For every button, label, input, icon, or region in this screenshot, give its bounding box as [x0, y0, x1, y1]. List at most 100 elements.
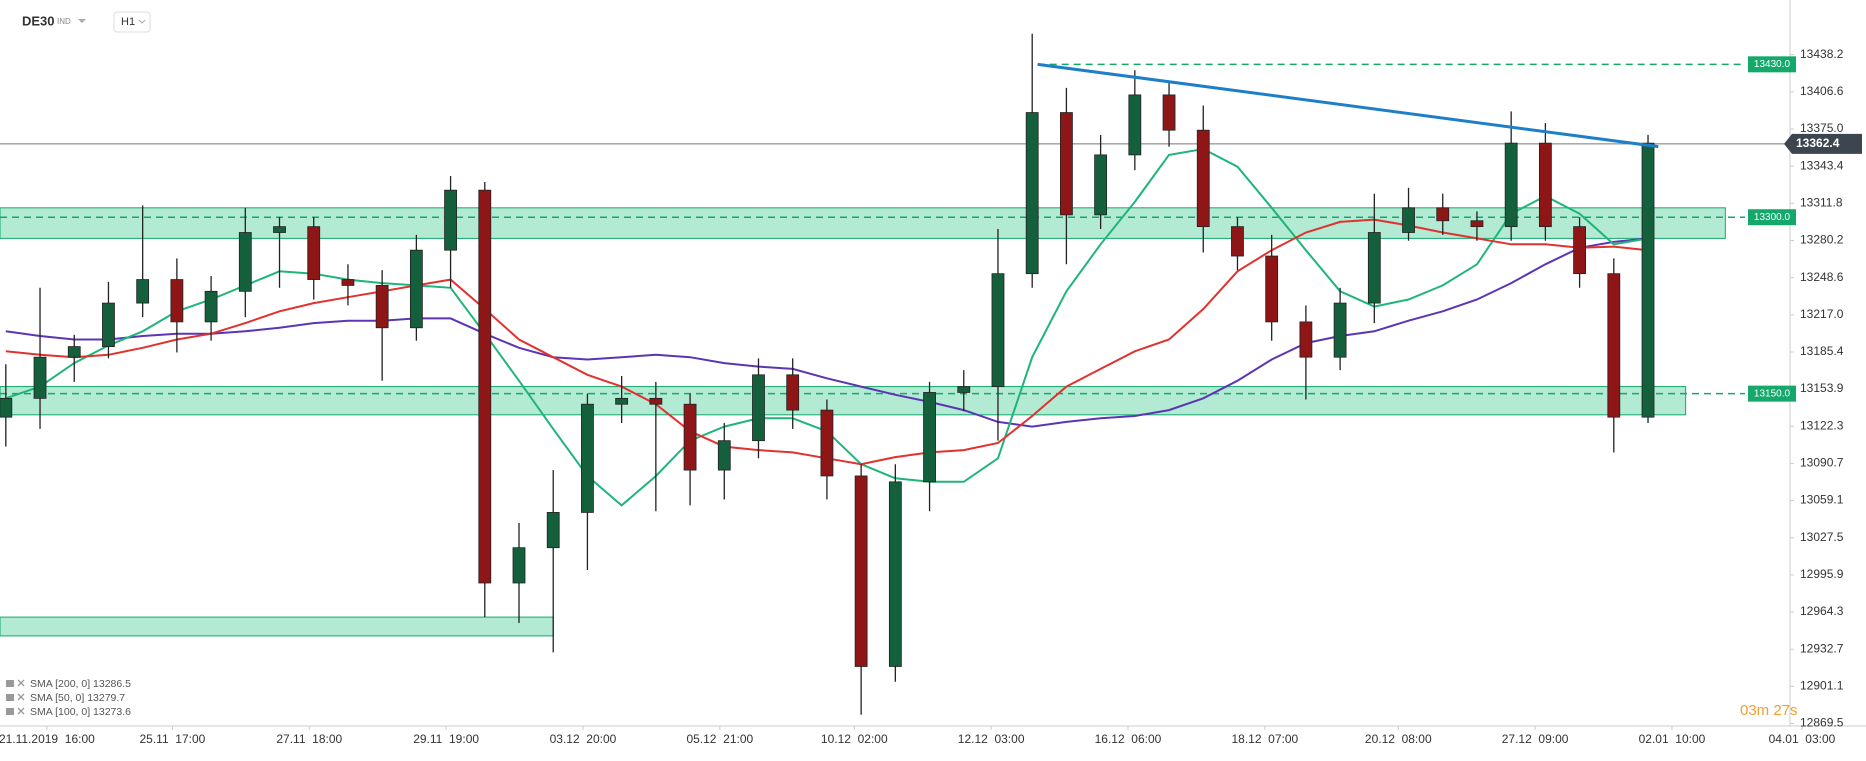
candle-body: [1470, 220, 1484, 228]
candle-body: [136, 279, 150, 304]
candle-body: [1367, 232, 1381, 304]
y-tick-label: 13248.6: [1800, 270, 1844, 284]
legend-entry: SMA [100, 0] 13273.6: [30, 706, 131, 718]
x-tick-label: 03.12 20:00: [550, 732, 617, 746]
y-tick-label: 12964.3: [1800, 604, 1844, 618]
candle-body: [1436, 207, 1450, 222]
candle-body: [1573, 226, 1586, 275]
candle-body: [1538, 142, 1552, 228]
dropdown-arrow[interactable]: [78, 19, 86, 23]
candle-body: [923, 392, 936, 483]
x-tick-label: 27.12 09:00: [1502, 732, 1569, 746]
dropdown-arrow: [138, 19, 146, 24]
candle-body: [820, 409, 834, 477]
y-tick-label: 13375.0: [1800, 121, 1844, 135]
y-tick-label: 13217.0: [1800, 307, 1844, 321]
candle-body: [1607, 273, 1621, 418]
candle-body: [307, 226, 321, 280]
candle-body: [409, 249, 423, 329]
candle-body: [1094, 154, 1108, 216]
x-tick-label: 18.12 07:00: [1231, 732, 1298, 746]
candle-body: [170, 279, 184, 323]
plot-layer: [0, 0, 1866, 730]
candle-body: [67, 346, 81, 358]
sma-line: [5, 237, 1649, 428]
zone: [0, 386, 1687, 416]
y-tick-label: 13280.2: [1800, 233, 1844, 247]
level-label: 13150.0: [1754, 388, 1791, 399]
candle-body: [1504, 142, 1518, 228]
y-tick-label: 13185.4: [1800, 344, 1844, 358]
candle-body: [786, 374, 800, 411]
y-tick-label: 13406.6: [1800, 84, 1844, 98]
candle-body: [341, 279, 355, 286]
candle-body: [1265, 255, 1279, 323]
y-tick-label: 13343.4: [1800, 158, 1844, 172]
legend-entry: SMA [50, 0] 13279.7: [30, 692, 125, 704]
trendline: [1037, 62, 1659, 149]
candle-body: [273, 226, 286, 233]
level-badge: [1748, 385, 1796, 402]
candle-body: [581, 403, 594, 513]
candle-body: [649, 397, 663, 405]
legend-close: [17, 707, 25, 715]
x-tick-label: 05.12 21:00: [686, 732, 753, 746]
level-badge: [1748, 56, 1796, 73]
x-tick-label: 10.12 02:00: [821, 732, 888, 746]
candle-body: [1162, 94, 1176, 131]
y-tick-label: 13153.9: [1800, 381, 1844, 395]
candle-body: [1333, 302, 1347, 358]
legend-icon[interactable]: [6, 694, 14, 701]
legend-close: [17, 693, 25, 701]
y-tick-label: 12869.5: [1800, 716, 1844, 730]
candle-body: [0, 397, 13, 418]
y-tick-label: 13122.3: [1800, 418, 1844, 432]
y-tick-label: 13311.8: [1800, 196, 1843, 210]
x-tick-label: 20.12 08:00: [1365, 732, 1432, 746]
level-badge: [1748, 209, 1796, 226]
legend-icon[interactable]: [6, 708, 14, 715]
x-tick-label: 25.11 17:00: [140, 732, 206, 746]
x-tick-label: 21.11.2019 16:00: [0, 732, 95, 746]
asset-class: IND: [57, 17, 71, 26]
candle-body: [957, 386, 971, 393]
x-tick-label: 12.12 03:00: [958, 732, 1025, 746]
zone: [0, 207, 1726, 239]
candle-body: [1060, 112, 1073, 216]
candle-body: [512, 547, 526, 584]
candle-body: [1299, 321, 1313, 358]
zone: [0, 616, 554, 637]
level-label: 13430.0: [1754, 59, 1791, 70]
candle-body: [33, 356, 47, 399]
candle-body: [1641, 142, 1655, 418]
candle-body: [615, 397, 629, 405]
candle-body: [238, 232, 252, 292]
countdown-timer: 03m 27s: [1740, 702, 1798, 719]
x-tick-label: 16.12 06:00: [1095, 732, 1162, 746]
candle-body: [717, 440, 731, 471]
x-tick-label: 04.01 03:00: [1769, 732, 1836, 746]
y-tick-label: 12995.9: [1800, 567, 1844, 581]
candle-body: [204, 290, 218, 323]
timeframe[interactable]: H1: [121, 16, 135, 28]
y-tick-label: 13059.1: [1800, 493, 1844, 507]
x-tick-label: 02.01 10:00: [1639, 732, 1706, 746]
legend-entry: SMA [200, 0] 13286.5: [30, 678, 131, 690]
current-price-badge: [1784, 133, 1862, 154]
y-tick-label: 13027.5: [1800, 530, 1844, 544]
legend-icon[interactable]: [6, 680, 14, 687]
candle-body: [102, 302, 115, 347]
x-tick-label: 27.11 18:00: [276, 732, 342, 746]
candle-body: [1025, 112, 1039, 275]
timeframe-button[interactable]: [113, 11, 151, 33]
symbol[interactable]: DE30: [22, 13, 55, 28]
candle-body: [375, 285, 389, 329]
candle-body: [478, 189, 492, 584]
level-label: 13300.0: [1754, 212, 1791, 223]
candle-body: [888, 481, 902, 667]
candle-body: [854, 475, 868, 667]
y-tick-label: 12932.7: [1800, 641, 1844, 655]
y-tick-label: 12901.1: [1800, 679, 1844, 693]
